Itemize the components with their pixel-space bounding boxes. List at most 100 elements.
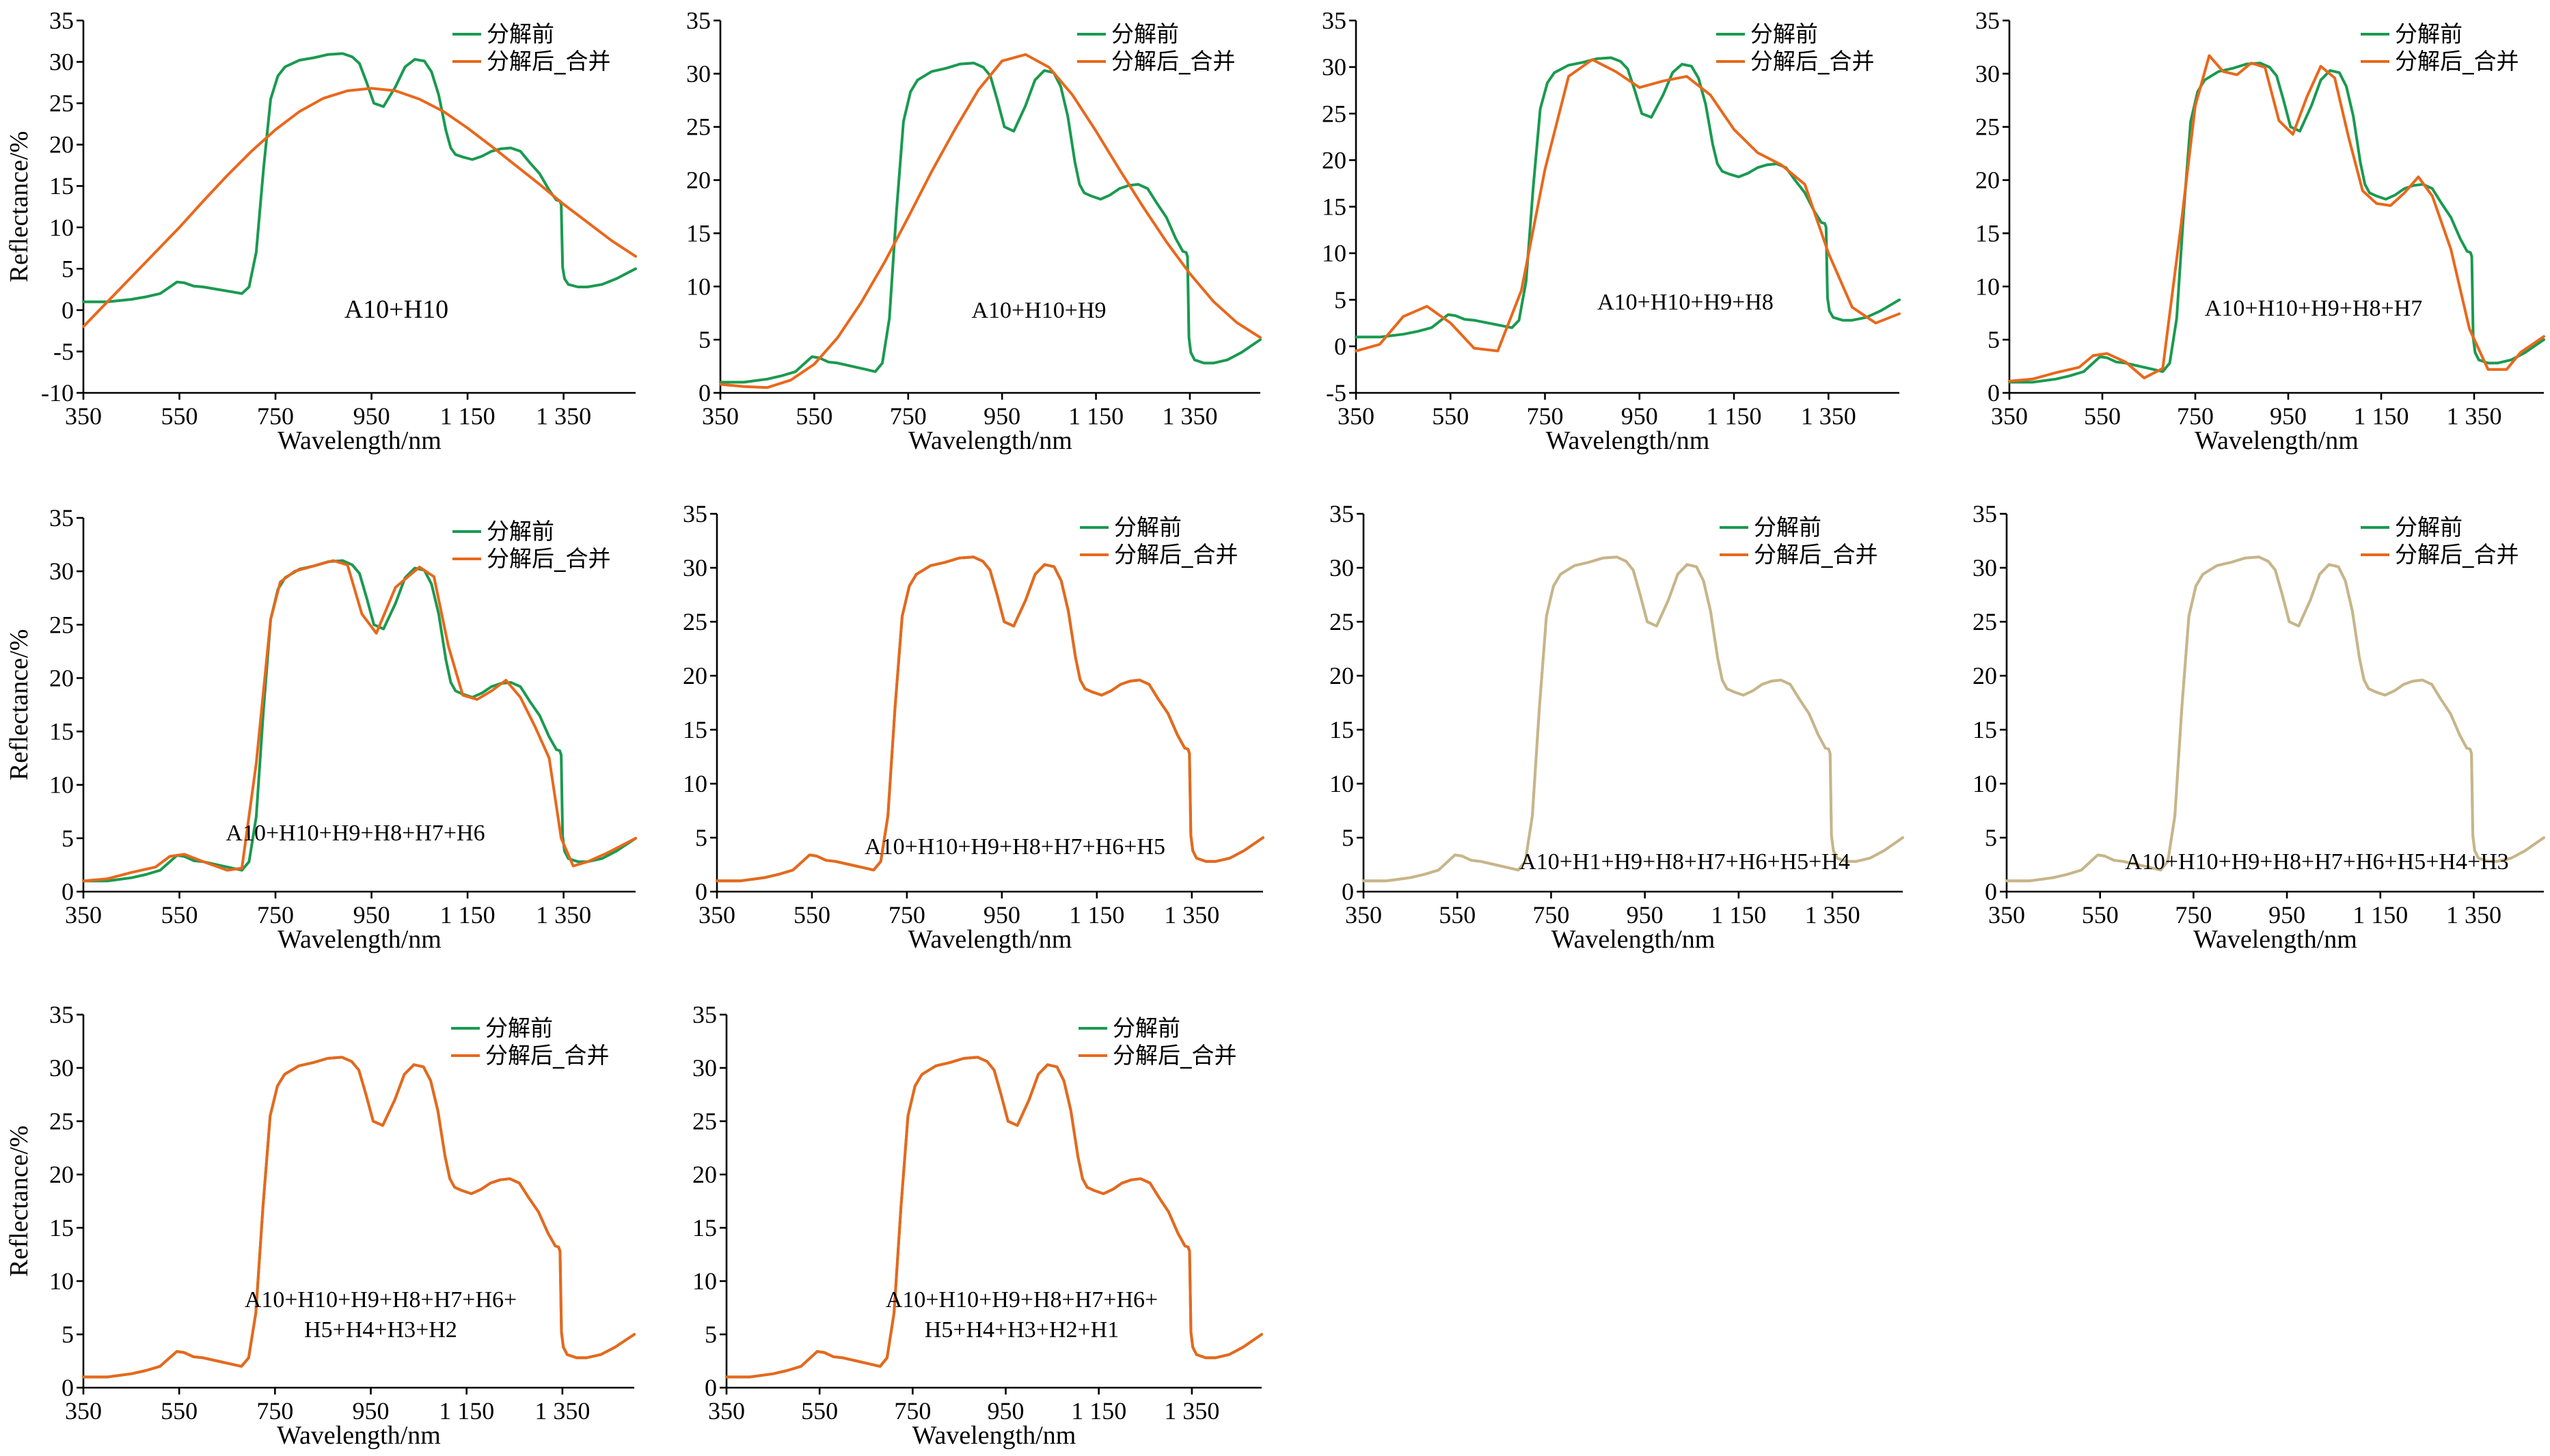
- panel-caption: A10+H10+H9+H8+H7: [2205, 296, 2422, 321]
- y-tick-label: 20: [683, 662, 707, 689]
- y-tick-label: 0: [1985, 878, 1997, 905]
- y-tick-label: 30: [683, 554, 707, 581]
- panel-caption: A10+H10+H9+H8+H7+H6+: [245, 1287, 517, 1313]
- legend-label: 分解后_合并: [1113, 1042, 1237, 1069]
- y-tick-label: 25: [49, 611, 74, 638]
- chart-panel: 0 5 10 15 20 25 30 35 350 550 750 950 1 150 1 350 Wave…: [5, 1001, 636, 1450]
- series-line-before: [1362, 555, 1904, 883]
- x-tick-label: 1 150: [2354, 402, 2409, 430]
- legend-label: 分解前: [2395, 20, 2463, 47]
- x-tick-label: 550: [801, 1397, 838, 1425]
- x-tick-label: 550: [2084, 402, 2121, 430]
- y-tick-label: 5: [62, 1321, 74, 1348]
- y-tick-label: 25: [692, 1108, 717, 1135]
- x-tick-label: 1 150: [440, 402, 496, 430]
- legend-label: 分解后_合并: [487, 48, 611, 74]
- x-tick-label: 750: [894, 1397, 931, 1425]
- x-tick-label: 550: [796, 402, 832, 430]
- x-tick-label: 350: [1338, 402, 1374, 430]
- x-tick-label: 1 150: [439, 1397, 494, 1425]
- legend-label: 分解前: [2395, 514, 2463, 540]
- series-line-after: [82, 87, 637, 329]
- x-axis-title: Wavelength/nm: [912, 1421, 1076, 1450]
- y-tick-label: 5: [705, 1321, 717, 1348]
- x-axis-title: Wavelength/nm: [908, 426, 1072, 455]
- x-axis-title: Wavelength/nm: [277, 426, 442, 455]
- x-tick-label: 950: [353, 1397, 390, 1425]
- chart-panel: 0 5 10 15 20 25 30 35 350 550 750 950 1 150 1 350 Wave…: [686, 7, 1262, 455]
- x-tick-label: 1 350: [1164, 901, 1219, 929]
- panel-caption: A10+H10+H9+H8+H7+H6+H5+H4+H3: [2125, 849, 2508, 875]
- y-tick-label: 20: [1975, 167, 2000, 194]
- y-tick-label: 20: [1329, 662, 1354, 689]
- legend-label: 分解前: [487, 20, 554, 47]
- x-axis-title: Wavelength/nm: [2193, 925, 2357, 954]
- y-tick-label: 25: [686, 113, 711, 141]
- y-tick-label: 25: [1329, 608, 1354, 635]
- legend-label: 分解后_合并: [2395, 541, 2519, 568]
- y-tick-label: 0: [62, 878, 74, 905]
- x-tick-label: 1 150: [1068, 402, 1124, 430]
- y-axis-title: Reflectance/%: [5, 629, 33, 781]
- x-tick-label: 550: [794, 901, 830, 929]
- x-tick-label: 350: [65, 402, 102, 430]
- x-tick-label: 1 150: [2352, 901, 2408, 929]
- x-axis-title: Wavelength/nm: [1551, 925, 1715, 954]
- x-axis-title: Wavelength/nm: [2195, 426, 2359, 455]
- panel-caption: H5+H4+H3+H2: [304, 1317, 457, 1343]
- y-tick-label: 20: [686, 167, 711, 194]
- y-tick-label: 0: [705, 1374, 717, 1401]
- y-tick-label: 5: [1988, 326, 2000, 353]
- y-tick-label: 0: [1342, 878, 1354, 905]
- y-tick-label: 30: [1972, 554, 1997, 581]
- x-tick-label: 750: [1532, 901, 1569, 929]
- y-tick-label: -5: [53, 338, 74, 365]
- x-tick-label: 1 350: [1164, 1397, 1219, 1425]
- y-axis-title: Reflectance/%: [5, 131, 33, 283]
- x-tick-label: 1 350: [536, 402, 591, 430]
- x-tick-label: 350: [65, 901, 102, 929]
- y-tick-label: 15: [49, 172, 74, 200]
- x-tick-label: 950: [984, 402, 1020, 430]
- series-line-before: [716, 555, 1264, 883]
- x-tick-label: 750: [1527, 402, 1564, 430]
- y-tick-label: 20: [49, 1161, 74, 1188]
- legend-label: 分解后_合并: [1754, 541, 1878, 568]
- y-tick-label: 35: [1975, 7, 2000, 34]
- chart-panel: 0 5 10 15 20 25 30 35 350 550 750 950 1 150 1 350 Wave…: [692, 1001, 1263, 1450]
- x-tick-label: 750: [256, 1397, 293, 1425]
- y-tick-label: 30: [49, 1054, 74, 1082]
- y-tick-label: 10: [1975, 273, 2000, 300]
- series-line-after: [2005, 555, 2545, 883]
- x-tick-label: 950: [353, 402, 390, 430]
- y-tick-label: 10: [683, 770, 707, 797]
- x-tick-label: 550: [161, 1397, 198, 1425]
- x-tick-label: 350: [702, 402, 739, 430]
- x-tick-label: 950: [988, 1397, 1025, 1425]
- x-tick-label: 950: [2270, 402, 2307, 430]
- y-tick-label: 35: [49, 7, 74, 34]
- y-tick-label: 30: [1975, 60, 2000, 87]
- y-tick-label: 35: [692, 1001, 717, 1028]
- x-tick-label: 950: [1627, 901, 1664, 929]
- chart-panel: 0 5 10 15 20 25 30 35 350 550 750 950 1 150 1 350 Wave…: [5, 504, 637, 954]
- chart-panel: 0 5 10 15 20 25 30 35 350 550 750 950 1 150 1 350 Wave…: [1329, 500, 1904, 954]
- y-tick-label: 25: [49, 1108, 74, 1135]
- x-tick-label: 750: [257, 901, 294, 929]
- y-tick-label: 15: [49, 718, 74, 745]
- y-tick-label: 15: [1975, 219, 2000, 247]
- y-tick-label: 20: [49, 131, 74, 159]
- x-tick-label: 350: [1345, 901, 1382, 929]
- series-line-after: [716, 555, 1264, 883]
- x-tick-label: 1 350: [1162, 402, 1217, 430]
- series-line-after: [1355, 58, 1901, 353]
- series-line-before: [2005, 555, 2545, 883]
- x-tick-label: 1 350: [1801, 402, 1856, 430]
- y-tick-label: 30: [1322, 53, 1346, 81]
- y-tick-label: 30: [49, 49, 74, 76]
- x-tick-label: 1 150: [440, 901, 496, 929]
- x-tick-label: 750: [890, 402, 927, 430]
- legend-label: 分解前: [487, 518, 554, 545]
- x-tick-label: 1 350: [1805, 901, 1860, 929]
- y-tick-label: 5: [62, 255, 74, 282]
